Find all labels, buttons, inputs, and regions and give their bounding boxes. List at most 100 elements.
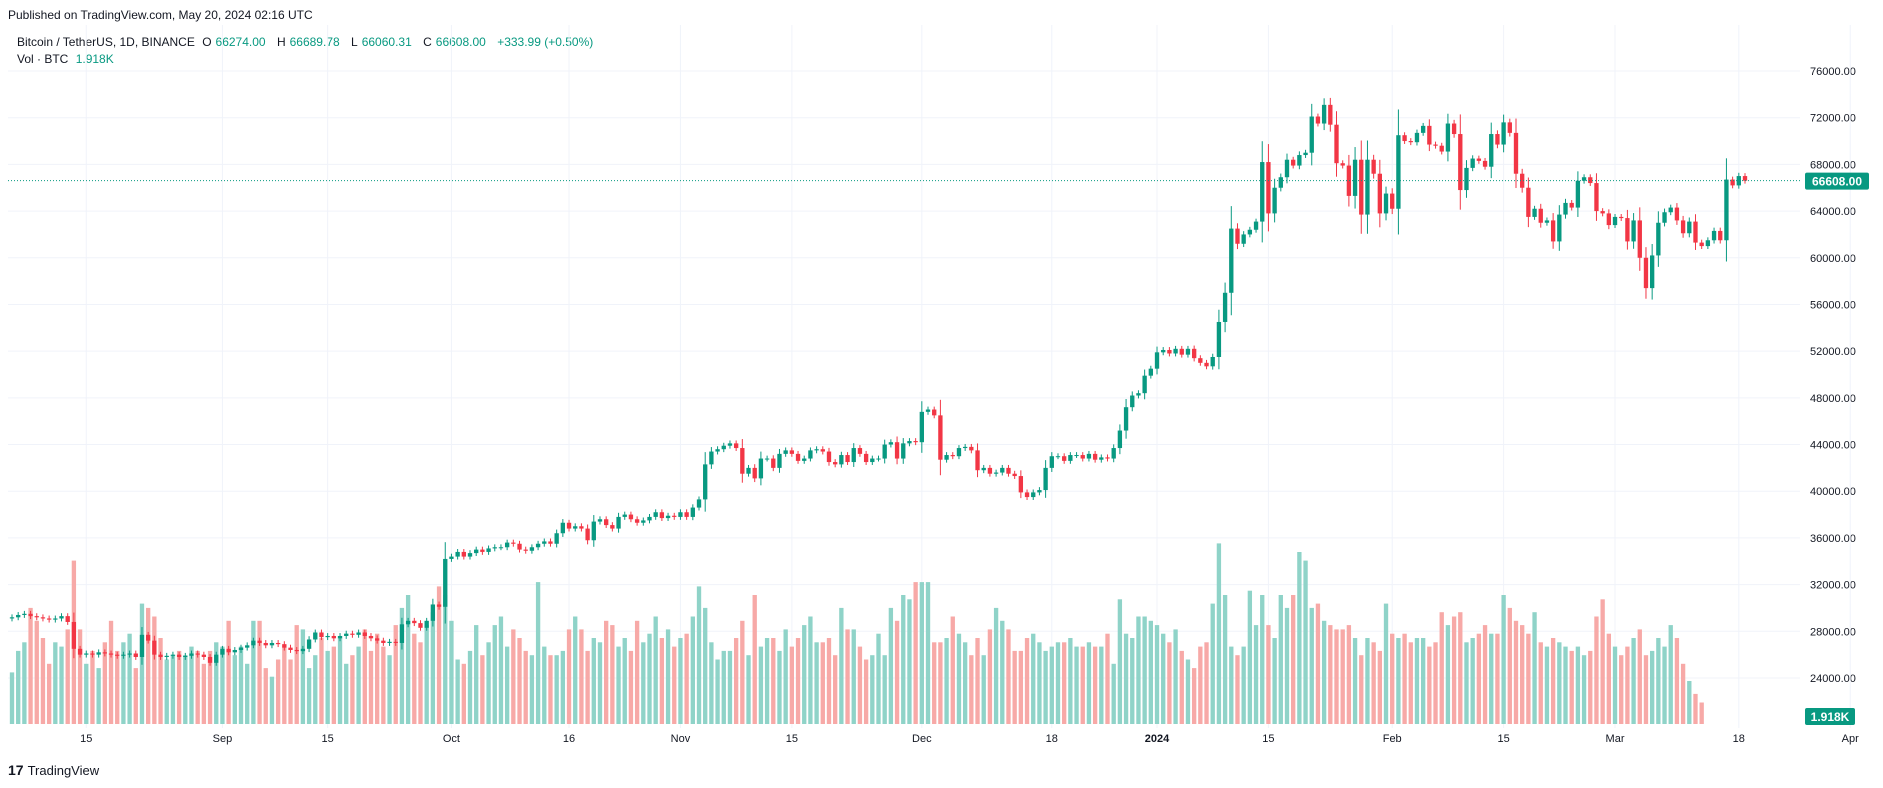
volume-label[interactable]: Vol · BTC <box>17 52 69 66</box>
volume-bar <box>1470 638 1475 724</box>
candle-body <box>1662 212 1667 223</box>
candle-body <box>956 448 962 457</box>
volume-bar <box>1148 620 1153 724</box>
candle-body <box>1297 155 1302 166</box>
volume-bar <box>77 629 83 724</box>
x-tick-label: Sep <box>213 733 233 745</box>
candle-body <box>641 520 646 523</box>
volume-bar <box>1371 642 1376 724</box>
candle-body <box>300 648 306 652</box>
candle-body <box>1148 368 1153 376</box>
candle-body <box>727 443 733 446</box>
volume-bar <box>1507 607 1512 724</box>
candle-body <box>1482 160 1488 167</box>
candle-body <box>1216 321 1222 357</box>
volume-bar <box>34 620 39 724</box>
volume-bar <box>1495 633 1500 724</box>
candle-body <box>1253 221 1259 230</box>
volume-bar <box>1191 668 1197 724</box>
volume-bar <box>789 646 795 724</box>
candle-body <box>932 409 937 416</box>
volume-bar <box>90 650 95 724</box>
volume-bar <box>641 642 646 724</box>
candle-body <box>1191 348 1197 359</box>
volume-bar <box>1130 638 1135 724</box>
last-price-label: 66608.00 <box>1812 175 1862 189</box>
volume-bar <box>1390 633 1395 724</box>
volume-bar <box>1439 612 1444 724</box>
candle-body <box>1241 234 1246 244</box>
volume-bar <box>245 663 250 724</box>
volume-bar <box>585 650 590 724</box>
volume-bar <box>1303 560 1308 724</box>
volume-bar <box>1253 625 1259 724</box>
candle-body <box>715 449 720 452</box>
candle-body <box>690 507 695 517</box>
candle-body <box>1334 124 1339 164</box>
candle-body <box>164 655 169 657</box>
candle-body <box>969 446 974 451</box>
volume-bar <box>350 655 355 724</box>
volume-bar <box>876 633 881 724</box>
candle-body <box>331 635 337 639</box>
volume-bar <box>777 650 782 724</box>
candle-body <box>987 467 993 474</box>
volume-bar <box>1619 655 1624 724</box>
candle-body <box>1588 177 1593 184</box>
candle-body <box>1606 213 1612 226</box>
volume-bar <box>1352 638 1358 724</box>
volume-bar <box>1266 625 1271 724</box>
candle-body <box>1272 187 1277 214</box>
volume-bar <box>839 607 844 724</box>
candle-body <box>1235 228 1240 244</box>
volume-bar <box>1612 646 1618 724</box>
volume-bar <box>288 659 293 724</box>
volume-bar <box>1037 642 1042 724</box>
volume-bar <box>690 616 695 724</box>
volume-bar <box>987 629 993 724</box>
volume-bar <box>1006 629 1011 724</box>
volume-bar <box>616 646 621 724</box>
volume-bar <box>919 582 924 724</box>
candle-body <box>511 542 516 544</box>
candle-body <box>1006 467 1011 474</box>
candle-body <box>1643 257 1649 289</box>
candle-body <box>1111 448 1116 459</box>
volume-bar <box>1445 625 1451 724</box>
candle-body <box>189 653 194 656</box>
candle-body <box>1018 476 1024 493</box>
candle-body <box>1631 220 1636 242</box>
candle-body <box>684 512 689 517</box>
y-tick-label: 52000.00 <box>1810 346 1856 358</box>
candle-body <box>220 648 225 655</box>
candle-body <box>46 618 52 620</box>
volume-bar <box>579 629 584 724</box>
volume-bar <box>1513 620 1519 724</box>
volume-bar <box>176 650 182 724</box>
volume-bar <box>1284 607 1290 724</box>
candle-body <box>238 647 244 650</box>
volume-bar <box>845 629 850 724</box>
volume-bar <box>195 650 200 724</box>
candle-body <box>1185 348 1191 355</box>
volume-bar <box>1550 638 1556 724</box>
candle-body <box>498 547 504 549</box>
candle-body <box>1049 456 1054 468</box>
x-tick-label: 18 <box>1733 733 1745 745</box>
candle-body <box>145 634 151 641</box>
symbol-label[interactable]: Bitcoin / TetherUS, 1D, BINANCE <box>17 35 195 49</box>
candle-body <box>1328 104 1333 125</box>
volume-bar <box>220 646 225 724</box>
volume-bar <box>925 582 931 724</box>
candle-body <box>1086 453 1092 459</box>
brand-name: TradingView <box>27 762 100 778</box>
candle-body <box>461 551 466 557</box>
candle-body <box>1489 134 1494 167</box>
tradingview-logo-icon: 17 <box>8 762 24 778</box>
volume-bar <box>1272 638 1277 724</box>
candle-body <box>492 547 497 549</box>
volume-bar <box>1260 595 1265 724</box>
candle-body <box>814 449 819 451</box>
volume-bar <box>938 642 943 724</box>
